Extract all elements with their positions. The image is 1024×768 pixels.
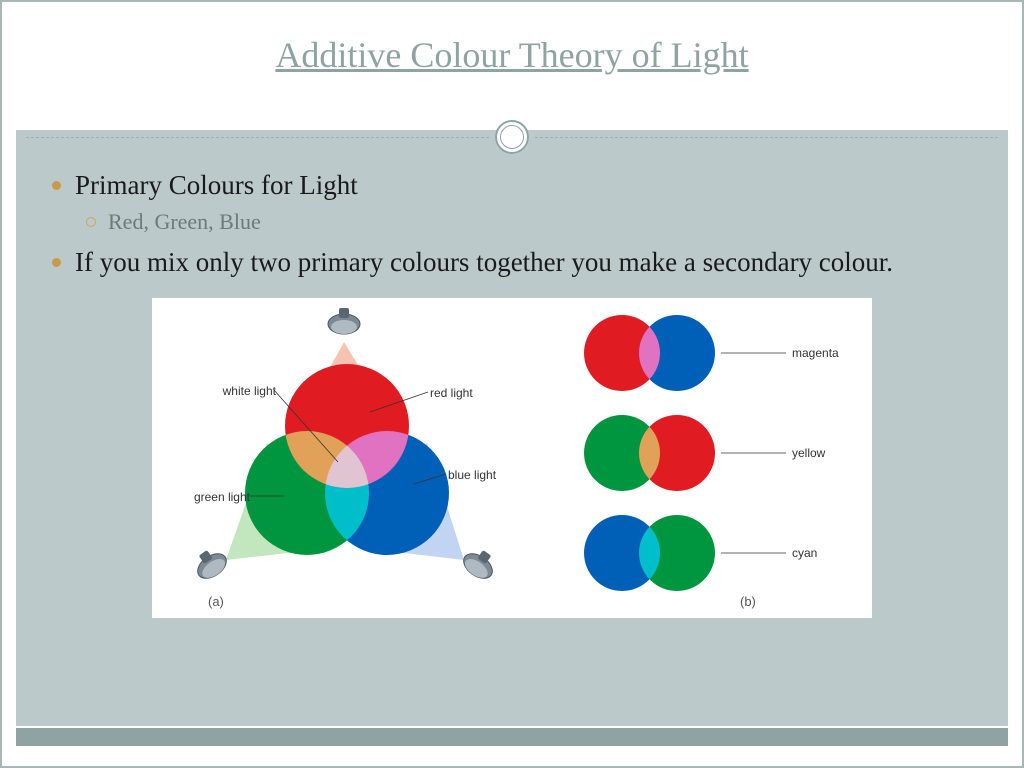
bullet-item: Primary Colours for Light <box>52 168 972 203</box>
color-mixing-figure: white light red light green light blue l… <box>152 298 872 618</box>
label-yellow: yellow <box>792 446 825 460</box>
footer-accent-bar <box>16 728 1008 746</box>
caption-a: (a) <box>208 594 224 609</box>
label-green-light: green light <box>186 490 250 504</box>
label-blue-light: blue light <box>448 468 496 482</box>
sub-bullet-icon <box>86 217 96 227</box>
content-body: Primary Colours for Light Red, Green, Bl… <box>16 130 1008 726</box>
slide: Additive Colour Theory of Light Primary … <box>0 0 1024 768</box>
bullet-text: If you mix only two primary colours toge… <box>75 245 893 280</box>
label-magenta: magenta <box>792 346 839 360</box>
title-divider <box>26 120 998 154</box>
sub-bullet-text: Red, Green, Blue <box>108 209 261 235</box>
sub-bullet-item: Red, Green, Blue <box>86 209 972 235</box>
figure-svg <box>152 298 872 618</box>
bullet-icon <box>52 258 61 267</box>
slide-title: Additive Colour Theory of Light <box>2 2 1022 76</box>
caption-b: (b) <box>740 594 756 609</box>
label-red-light: red light <box>430 386 473 400</box>
divider-dash-left <box>26 137 489 138</box>
ring-icon <box>495 120 529 154</box>
label-cyan: cyan <box>792 546 817 560</box>
bullet-item: If you mix only two primary colours toge… <box>52 245 972 280</box>
bullet-icon <box>52 181 61 190</box>
divider-dash-right <box>535 137 998 138</box>
bullet-text: Primary Colours for Light <box>75 168 358 203</box>
header: Additive Colour Theory of Light <box>2 2 1022 130</box>
label-white-light: white light <box>212 384 276 398</box>
